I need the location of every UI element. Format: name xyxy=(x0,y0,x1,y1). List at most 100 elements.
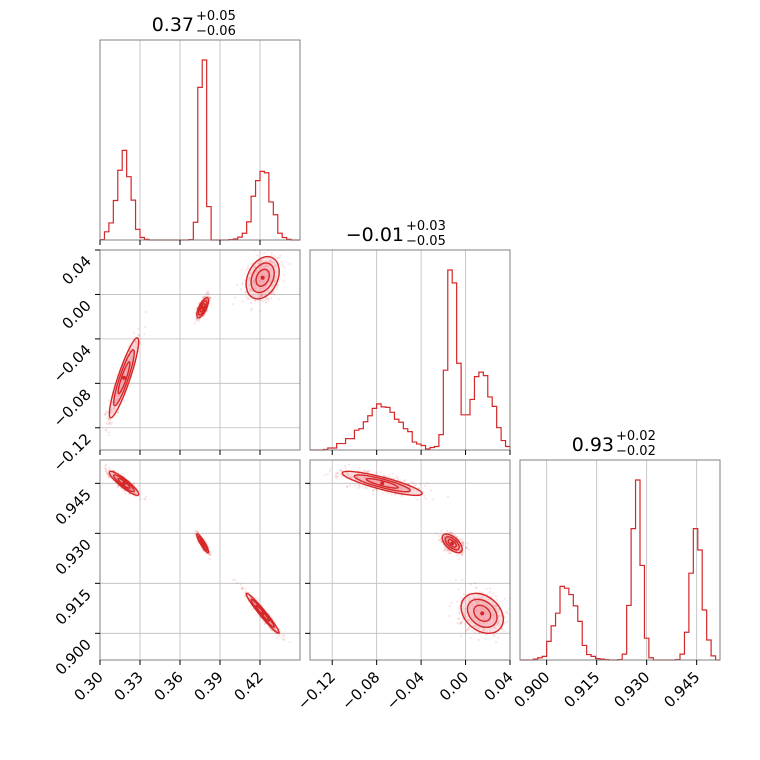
sample-point xyxy=(208,296,212,300)
sample-point xyxy=(272,260,275,264)
sample-point xyxy=(250,262,253,266)
sample-point xyxy=(495,605,499,608)
sample-point xyxy=(135,491,138,494)
sample-point xyxy=(466,618,469,621)
sample-point xyxy=(275,286,279,289)
sample-point xyxy=(458,549,461,552)
sample-point xyxy=(503,616,507,619)
sample-point xyxy=(334,475,337,478)
sample-point xyxy=(484,638,487,641)
sample-point xyxy=(132,345,135,348)
sample-point xyxy=(241,586,244,589)
sample-point xyxy=(463,614,466,617)
sample-point xyxy=(283,638,286,641)
sample-point xyxy=(207,553,211,556)
sample-point xyxy=(277,635,280,638)
sample-point xyxy=(116,485,120,489)
sample-point xyxy=(326,473,329,476)
sample-point xyxy=(391,472,394,475)
sample-point xyxy=(249,288,252,291)
sample-point xyxy=(209,553,213,556)
sample-point xyxy=(458,612,461,616)
sample-point xyxy=(475,586,479,589)
sample-point xyxy=(364,485,367,488)
sample-point xyxy=(457,588,460,591)
sample-point xyxy=(273,255,276,258)
sample-point xyxy=(246,297,249,300)
sample-point xyxy=(135,342,138,345)
sample-point xyxy=(116,411,120,414)
sample-point xyxy=(197,531,200,534)
sample-point xyxy=(205,292,209,295)
sample-point xyxy=(347,472,350,476)
sample-point xyxy=(489,628,492,632)
sample-point xyxy=(250,288,253,291)
sample-point xyxy=(106,469,109,472)
sample-point xyxy=(253,299,257,302)
sample-point xyxy=(264,300,267,303)
sample-point xyxy=(105,472,109,475)
sample-point xyxy=(107,417,111,421)
sample-point xyxy=(236,283,239,287)
sample-point xyxy=(267,289,270,292)
sample-point xyxy=(493,605,496,608)
sample-point xyxy=(132,347,135,350)
sample-point xyxy=(239,288,242,291)
sample-point xyxy=(484,633,487,636)
sample-point xyxy=(460,541,463,544)
sample-point xyxy=(253,266,256,269)
sample-point xyxy=(450,531,453,535)
sample-point xyxy=(105,409,108,413)
sample-point xyxy=(135,343,138,346)
sample-point xyxy=(467,628,471,632)
sample-point xyxy=(109,409,113,412)
sample-point xyxy=(464,622,467,626)
sample-point xyxy=(107,466,111,469)
sample-point xyxy=(288,262,291,266)
sample-point xyxy=(490,595,493,598)
sample-point xyxy=(503,630,506,633)
sample-point xyxy=(505,610,508,613)
sample-point xyxy=(110,472,114,475)
sample-point xyxy=(460,596,463,599)
sample-point xyxy=(261,294,264,297)
sample-point xyxy=(457,549,460,552)
sample-point xyxy=(105,463,108,466)
sample-point xyxy=(460,553,464,557)
sample-point xyxy=(364,470,367,473)
sample-point xyxy=(477,627,480,631)
sample-point xyxy=(260,292,263,296)
sample-point xyxy=(104,428,107,431)
sample-point xyxy=(259,294,262,298)
sample-point xyxy=(460,622,463,625)
y-tick-label: −0.08 xyxy=(50,385,95,430)
sample-point xyxy=(390,493,393,496)
sample-point xyxy=(493,604,496,607)
sample-point xyxy=(111,412,114,415)
sample-point xyxy=(464,615,467,619)
sample-point xyxy=(273,293,276,296)
sample-point xyxy=(260,299,263,302)
histogram-0 xyxy=(99,59,300,241)
sample-point xyxy=(272,284,275,287)
sample-point xyxy=(458,611,461,614)
sample-point xyxy=(143,497,146,500)
sample-point xyxy=(443,545,446,548)
sample-point xyxy=(112,406,115,409)
sample-point xyxy=(423,484,427,488)
sample-point xyxy=(347,463,351,466)
sample-point xyxy=(253,265,256,269)
panel-frame xyxy=(519,459,721,661)
sample-point xyxy=(195,317,198,320)
sample-point xyxy=(206,295,210,298)
sample-point xyxy=(461,542,465,545)
sample-point xyxy=(128,385,131,388)
sample-point xyxy=(106,472,109,475)
sample-point xyxy=(270,297,273,300)
sample-point xyxy=(107,476,110,479)
x-tick-label: 0.33 xyxy=(110,668,146,704)
sample-point xyxy=(459,622,462,625)
sample-point xyxy=(379,471,382,474)
sample-point xyxy=(335,472,338,475)
sample-point xyxy=(496,621,500,624)
